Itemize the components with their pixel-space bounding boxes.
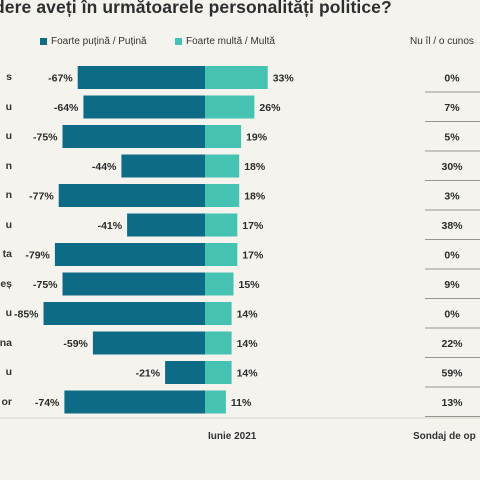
positive-bar	[205, 154, 240, 178]
positive-value-label: 11%	[231, 397, 252, 409]
negative-bar	[43, 302, 205, 325]
unknown-value-label: 30%	[441, 161, 463, 173]
positive-bar	[205, 331, 232, 355]
positive-value-label: 18%	[244, 161, 266, 173]
legend-negative: Foarte puțină / Puțină	[40, 36, 147, 47]
negative-value-label: -41%	[98, 220, 123, 232]
unknown-value-label: 3%	[444, 191, 460, 203]
positive-bar	[205, 272, 234, 296]
positive-value-label: 14%	[237, 368, 259, 380]
negative-bar	[121, 154, 205, 178]
row-name-fragment: u	[5, 307, 12, 319]
positive-bar	[205, 95, 255, 119]
negative-value-label: -75%	[33, 279, 58, 291]
row-name-fragment: n	[5, 159, 12, 172]
positive-value-label: 33%	[273, 73, 295, 85]
unknown-value-label: 0%	[444, 250, 460, 262]
negative-value-label: -75%	[33, 132, 58, 144]
negative-value-label: -67%	[48, 73, 73, 85]
negative-value-label: -79%	[25, 250, 50, 262]
row-name-fragment: s	[6, 71, 12, 83]
negative-value-label: -85%	[14, 309, 39, 321]
positive-value-label: 17%	[242, 250, 264, 262]
positive-value-label: 18%	[244, 191, 266, 203]
negative-value-label: -59%	[63, 338, 88, 350]
row-name-fragment: u	[5, 100, 12, 113]
positive-value-label: 26%	[259, 102, 281, 114]
negative-bar	[58, 184, 206, 207]
row-name-fragment: eș	[0, 277, 12, 290]
negative-value-label: -77%	[29, 191, 54, 203]
negative-bar	[54, 243, 206, 266]
legend-positive: Foarte multă / Multă	[175, 36, 275, 47]
negative-bar	[92, 331, 205, 355]
positive-bar	[205, 302, 232, 325]
unknown-value-label: 13%	[441, 397, 463, 409]
negative-bar	[64, 390, 206, 414]
row-name-fragment: u	[5, 366, 12, 378]
footer-date: Iunie 2021	[208, 431, 257, 442]
positive-value-label: 19%	[246, 132, 268, 144]
unknown-value-label: 22%	[441, 338, 463, 350]
positive-bar	[205, 390, 226, 414]
legend-negative-label: Foarte puțină / Puțină	[51, 36, 147, 47]
unknown-column-header: Nu îl / o cunos	[410, 36, 474, 47]
negative-bar	[62, 272, 205, 296]
positive-value-label: 14%	[237, 338, 259, 350]
legend-negative-swatch	[40, 38, 47, 45]
row-name-fragment: na	[0, 336, 12, 349]
unknown-value-label: 0%	[444, 73, 460, 85]
negative-value-label: -44%	[92, 161, 117, 173]
unknown-value-label: 7%	[444, 102, 460, 114]
positive-value-label: 17%	[242, 220, 264, 232]
unknown-value-label: 38%	[441, 220, 463, 232]
negative-bar	[77, 66, 205, 89]
row-name-fragment: n	[5, 189, 12, 201]
positive-bar	[205, 361, 232, 384]
positive-bar	[205, 66, 268, 89]
positive-value-label: 15%	[239, 279, 261, 291]
row-name-fragment: u	[5, 218, 12, 231]
chart-title: dere aveți în următoarele personalități …	[0, 0, 392, 17]
unknown-value-label: 5%	[444, 132, 460, 144]
positive-bar	[205, 243, 238, 266]
negative-bar	[83, 95, 205, 119]
positive-bar	[205, 184, 240, 207]
negative-value-label: -64%	[54, 102, 79, 114]
positive-bar	[205, 125, 242, 148]
unknown-value-label: 59%	[441, 368, 463, 380]
row-name-fragment: ta	[2, 248, 12, 260]
negative-bar	[127, 213, 205, 237]
row-name-fragment: u	[5, 130, 12, 142]
positive-bar	[205, 213, 238, 237]
negative-bar	[62, 125, 205, 148]
legend-positive-label: Foarte multă / Multă	[186, 36, 275, 47]
unknown-value-label: 9%	[444, 279, 460, 291]
unknown-value-label: 0%	[444, 309, 460, 321]
negative-value-label: -21%	[136, 368, 161, 380]
legend-positive-swatch	[175, 38, 182, 45]
row-name-fragment: or	[1, 395, 13, 408]
positive-value-label: 14%	[237, 309, 259, 321]
negative-bar	[165, 361, 205, 384]
negative-value-label: -74%	[35, 397, 60, 409]
footer-source: Sondaj de op	[413, 431, 476, 442]
